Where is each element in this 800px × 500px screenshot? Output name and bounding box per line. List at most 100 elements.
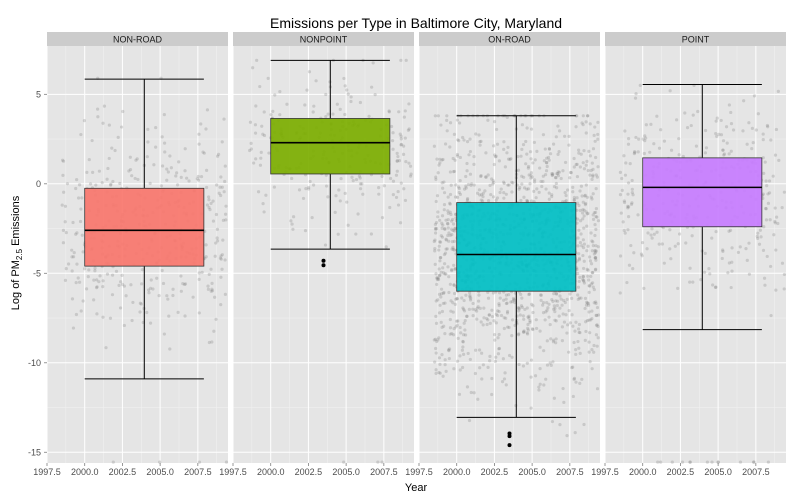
data-point bbox=[761, 138, 765, 142]
data-point bbox=[677, 153, 681, 157]
data-point bbox=[478, 143, 482, 147]
data-point bbox=[593, 139, 597, 143]
data-point bbox=[596, 336, 600, 340]
data-point bbox=[584, 201, 588, 206]
data-point bbox=[433, 114, 437, 118]
data-point bbox=[582, 422, 586, 427]
data-point bbox=[565, 331, 569, 335]
x-tick-label: 2000.0 bbox=[71, 467, 99, 477]
data-point bbox=[574, 162, 578, 167]
facet-strip-label: ON-ROAD bbox=[488, 35, 531, 45]
x-tick-label: 1997.5 bbox=[219, 467, 247, 477]
data-point bbox=[773, 221, 777, 225]
data-point bbox=[457, 121, 462, 125]
data-point bbox=[526, 166, 530, 170]
data-point bbox=[117, 283, 121, 287]
x-tick-label: 2005.0 bbox=[146, 467, 174, 477]
data-point bbox=[157, 293, 161, 298]
data-point bbox=[451, 228, 455, 233]
data-point bbox=[71, 326, 76, 330]
data-point bbox=[710, 460, 714, 464]
data-point bbox=[499, 313, 504, 318]
data-point bbox=[554, 319, 558, 323]
data-point bbox=[472, 183, 476, 187]
data-point bbox=[538, 367, 542, 371]
data-point bbox=[439, 256, 443, 260]
data-point bbox=[552, 307, 556, 311]
data-point bbox=[520, 296, 524, 300]
data-point bbox=[511, 181, 515, 185]
data-point bbox=[593, 256, 597, 260]
data-point bbox=[642, 151, 646, 156]
data-point bbox=[520, 305, 524, 309]
data-point bbox=[582, 226, 586, 230]
data-point bbox=[479, 174, 483, 179]
data-point bbox=[207, 198, 211, 202]
data-point bbox=[145, 310, 149, 315]
data-point bbox=[448, 332, 452, 336]
data-point bbox=[432, 338, 436, 342]
data-point bbox=[714, 131, 718, 136]
data-point bbox=[568, 176, 572, 180]
data-point bbox=[97, 169, 101, 173]
data-point bbox=[481, 195, 485, 199]
data-point bbox=[756, 231, 760, 235]
data-point bbox=[71, 220, 75, 225]
data-point bbox=[447, 275, 451, 279]
data-point bbox=[497, 159, 501, 163]
data-point bbox=[554, 135, 558, 139]
data-point bbox=[494, 154, 498, 158]
data-point bbox=[437, 370, 441, 375]
data-point bbox=[563, 300, 567, 305]
data-point bbox=[442, 324, 446, 328]
data-point bbox=[249, 147, 253, 151]
data-point bbox=[572, 377, 576, 382]
data-point bbox=[452, 229, 457, 233]
facet-strip bbox=[233, 32, 414, 46]
data-point bbox=[545, 161, 549, 165]
data-point bbox=[541, 311, 546, 315]
data-point bbox=[465, 140, 470, 144]
data-point bbox=[704, 146, 709, 150]
data-point bbox=[531, 161, 535, 165]
data-point bbox=[452, 327, 456, 331]
data-point bbox=[451, 247, 455, 251]
data-point bbox=[596, 313, 601, 317]
data-point bbox=[464, 184, 468, 188]
data-point bbox=[224, 218, 228, 222]
data-point bbox=[93, 269, 97, 273]
data-point bbox=[70, 248, 74, 252]
data-point bbox=[444, 218, 448, 222]
data-point bbox=[773, 153, 778, 157]
data-point bbox=[725, 141, 729, 145]
data-point bbox=[529, 358, 534, 362]
data-point bbox=[109, 182, 113, 186]
data-point bbox=[578, 189, 582, 193]
data-point bbox=[466, 182, 471, 187]
data-point bbox=[502, 377, 507, 381]
data-point bbox=[634, 92, 638, 96]
data-point bbox=[586, 244, 590, 248]
data-point bbox=[579, 152, 583, 156]
data-point bbox=[183, 169, 187, 173]
data-point bbox=[382, 184, 386, 188]
data-point bbox=[490, 376, 494, 381]
data-point bbox=[596, 132, 600, 137]
data-point bbox=[669, 148, 674, 152]
data-point bbox=[482, 316, 486, 320]
data-point bbox=[443, 301, 447, 305]
data-point bbox=[114, 269, 119, 274]
data-point bbox=[519, 292, 523, 296]
data-point bbox=[571, 185, 575, 190]
data-point bbox=[486, 118, 490, 122]
data-point bbox=[541, 301, 546, 305]
data-point bbox=[310, 215, 314, 220]
data-point bbox=[642, 286, 646, 290]
data-point bbox=[548, 361, 552, 365]
data-point bbox=[314, 79, 318, 83]
data-point bbox=[633, 96, 638, 100]
data-point bbox=[84, 287, 89, 291]
data-point bbox=[358, 182, 363, 186]
data-point bbox=[717, 132, 721, 136]
data-point bbox=[108, 316, 113, 320]
